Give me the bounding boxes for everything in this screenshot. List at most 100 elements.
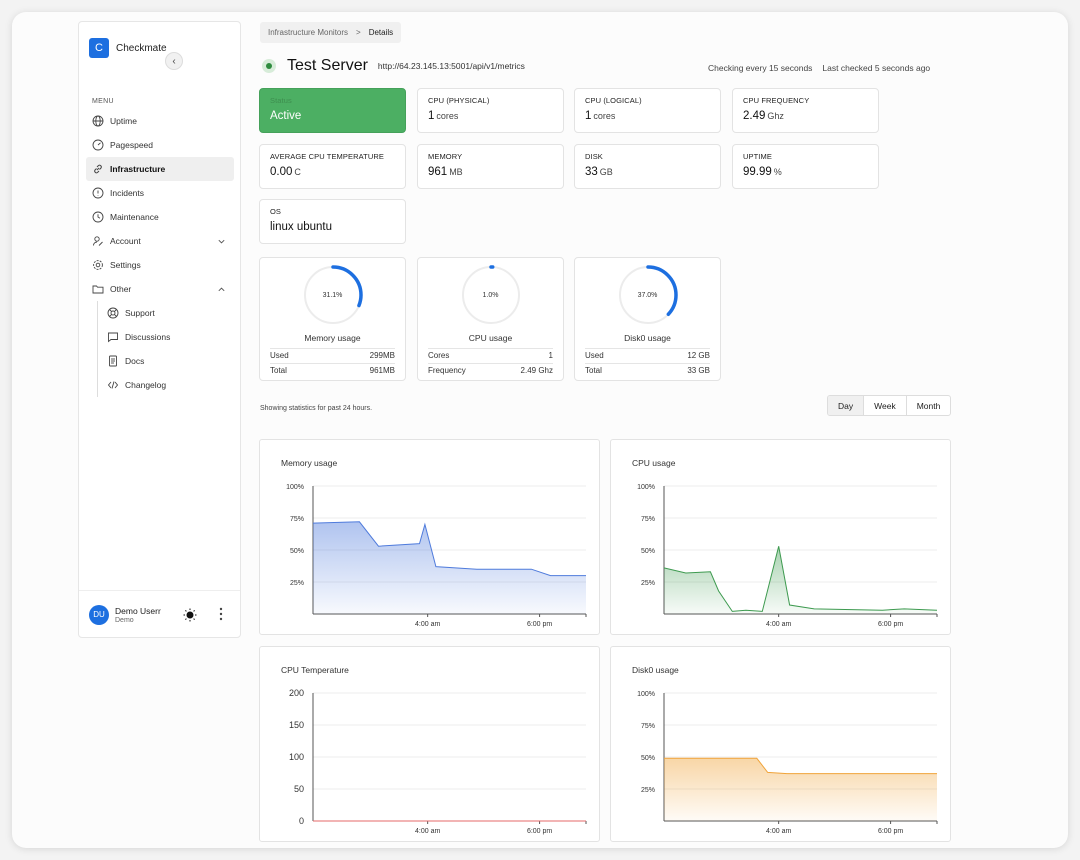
chart-card-cpu: 100% 75% 50% 25% 4:00 am 6:00 pm CPU usage bbox=[610, 439, 951, 635]
cpu-usage-chart: 100% 75% 50% 25% 4:00 am 6:00 pm bbox=[637, 484, 938, 628]
series-line bbox=[312, 521, 586, 577]
sidebar-item-docs[interactable]: Docs bbox=[98, 349, 234, 373]
gauge-row: Used 12 GB bbox=[585, 348, 710, 362]
x-tick-label: 4:00 am bbox=[766, 828, 791, 835]
stat-label: CPU FREQUENCY bbox=[743, 96, 810, 105]
sidebar-item-other[interactable]: Other bbox=[86, 277, 234, 301]
gauge-card-disk: 37.0% Disk0 usage Used 12 GB Total 33 GB bbox=[574, 257, 721, 381]
gauge-title: CPU usage bbox=[468, 333, 513, 343]
sun-icon[interactable] bbox=[183, 608, 197, 622]
y-tick-label: 0 bbox=[299, 816, 304, 826]
sidebar-item-label: Docs bbox=[125, 356, 145, 366]
stat-label: CPU (LOGICAL) bbox=[585, 96, 642, 105]
y-tick-label: 50% bbox=[641, 548, 655, 555]
y-tick-label: 75% bbox=[290, 516, 304, 523]
chart-title: Memory usage bbox=[281, 458, 338, 468]
avatar: DU bbox=[89, 604, 109, 625]
gauge-arc bbox=[461, 265, 521, 325]
sidebar-nav: Uptime Pagespeed Infrastructure Incident… bbox=[86, 109, 234, 397]
memory-usage-chart: 100% 75% 50% 25% 4:00 am 6:00 pm bbox=[286, 484, 587, 628]
sidebar-item-pagespeed[interactable]: Pagespeed bbox=[86, 133, 234, 157]
stat-value: 961 MB bbox=[428, 166, 463, 178]
chart-card-cpu-temperature: 200 150 100 50 0 4:00 am 6:00 pm CPU Temperatu… bbox=[259, 646, 600, 842]
sidebar-item-support[interactable]: Support bbox=[98, 301, 234, 325]
x-tick-label: 6:00 pm bbox=[527, 828, 552, 835]
stat-value: 2.49 Ghz bbox=[743, 110, 784, 122]
more-vertical-icon[interactable] bbox=[219, 607, 223, 621]
chat-icon bbox=[108, 332, 118, 343]
chevron-left-icon: ‹ bbox=[172, 55, 176, 67]
stat-value: 33 GB bbox=[585, 166, 613, 178]
stat-value: 99.99% bbox=[743, 166, 782, 178]
sidebar-subnav-other: Support Discussions Docs Changelog bbox=[97, 301, 234, 397]
globe-icon bbox=[92, 115, 104, 127]
stat-label: CPU (PHYSICAL) bbox=[428, 96, 490, 105]
sidebar-item-incidents[interactable]: Incidents bbox=[86, 181, 234, 205]
sidebar-item-account[interactable]: Account bbox=[86, 229, 234, 253]
sidebar-item-maintenance[interactable]: Maintenance bbox=[86, 205, 234, 229]
sidebar: C Checkmate MENU Uptime Pagespeed Infras… bbox=[78, 21, 241, 638]
gauge-ring bbox=[461, 265, 521, 325]
stat-card-uptime: UPTIME 99.99% bbox=[732, 144, 879, 189]
stat-value: 1 cores bbox=[428, 110, 459, 122]
stat-label: Status bbox=[270, 96, 292, 105]
sidebar-item-uptime[interactable]: Uptime bbox=[86, 109, 234, 133]
sidebar-item-label: Discussions bbox=[125, 332, 171, 342]
brand[interactable]: C Checkmate bbox=[89, 38, 167, 58]
folder-icon bbox=[92, 285, 104, 294]
disk-usage-chart: 100% 75% 50% 25% 4:00 am 6:00 pm bbox=[637, 691, 938, 835]
chart-title: CPU usage bbox=[632, 458, 676, 468]
chevron-up-icon[interactable] bbox=[217, 285, 226, 294]
gauge-card-cpu: 1.0% CPU usage Cores 1 Frequency 2.49 Ghz bbox=[417, 257, 564, 381]
breadcrumb-parent[interactable]: Infrastructure Monitors bbox=[268, 28, 349, 37]
stat-label: MEMORY bbox=[428, 152, 463, 161]
stat-value: linux ubuntu bbox=[270, 221, 333, 233]
stat-card-memory: MEMORY 961 MB bbox=[417, 144, 564, 189]
stat-card-cpu-temperature: AVERAGE CPU TEMPERATURE 0.00 C bbox=[259, 144, 406, 189]
page-title: Test Server bbox=[287, 57, 368, 74]
gauge-percent: 1.0% bbox=[482, 292, 499, 299]
gauge-title: Disk0 usage bbox=[624, 333, 671, 343]
sidebar-item-label: Settings bbox=[110, 260, 141, 270]
sidebar-item-label: Account bbox=[110, 236, 141, 246]
menu-label: MENU bbox=[92, 98, 114, 105]
y-tick-label: 25% bbox=[641, 787, 655, 794]
gauge-icon bbox=[92, 139, 104, 151]
y-tick-label: 50% bbox=[641, 755, 655, 762]
range-week-button[interactable]: Week bbox=[863, 396, 906, 415]
y-tick-label: 200 bbox=[289, 688, 304, 698]
chevron-down-icon[interactable] bbox=[217, 237, 226, 246]
range-month-button[interactable]: Month bbox=[905, 396, 951, 415]
sidebar-item-settings[interactable]: Settings bbox=[86, 253, 234, 277]
check-interval: Checking every 15 seconds bbox=[708, 63, 813, 73]
series-line bbox=[663, 546, 938, 612]
x-tick-label: 6:00 pm bbox=[527, 621, 552, 628]
y-tick-label: 50 bbox=[294, 784, 304, 794]
series-area bbox=[664, 546, 937, 614]
user-profile[interactable]: DU Demo Userr Demo bbox=[79, 590, 240, 638]
stat-card-status: Status Active bbox=[259, 88, 406, 133]
sidebar-item-infrastructure[interactable]: Infrastructure bbox=[86, 157, 234, 181]
stat-card-os: OS linux ubuntu bbox=[259, 199, 406, 244]
sidebar-item-changelog[interactable]: Changelog bbox=[98, 373, 234, 397]
x-tick-label: 4:00 am bbox=[415, 621, 440, 628]
y-tick-label: 150 bbox=[289, 720, 304, 730]
collapse-sidebar-button[interactable]: ‹ bbox=[165, 52, 183, 70]
gauge-row: Used 299MB bbox=[270, 348, 395, 362]
sidebar-item-label: Pagespeed bbox=[110, 140, 154, 150]
sidebar-item-label: Incidents bbox=[110, 188, 145, 198]
sidebar-item-label: Support bbox=[125, 308, 155, 318]
page-header: Test Server http://64.23.145.13:5001/api… bbox=[262, 57, 525, 75]
gauge-percent: 37.0% bbox=[637, 292, 658, 299]
breadcrumb-current: Details bbox=[368, 28, 394, 37]
gauge-row: Cores 1 bbox=[428, 348, 553, 362]
stat-card-disk: DISK 33 GB bbox=[574, 144, 721, 189]
sidebar-item-discussions[interactable]: Discussions bbox=[98, 325, 234, 349]
sidebar-item-label: Changelog bbox=[125, 380, 167, 390]
sidebar-item-label: Uptime bbox=[110, 116, 137, 126]
range-day-button[interactable]: Day bbox=[828, 396, 864, 415]
lifebuoy-icon bbox=[107, 307, 119, 319]
document-icon bbox=[109, 355, 117, 367]
gauge-title: Memory usage bbox=[304, 333, 361, 343]
y-tick-label: 100 bbox=[289, 752, 304, 762]
